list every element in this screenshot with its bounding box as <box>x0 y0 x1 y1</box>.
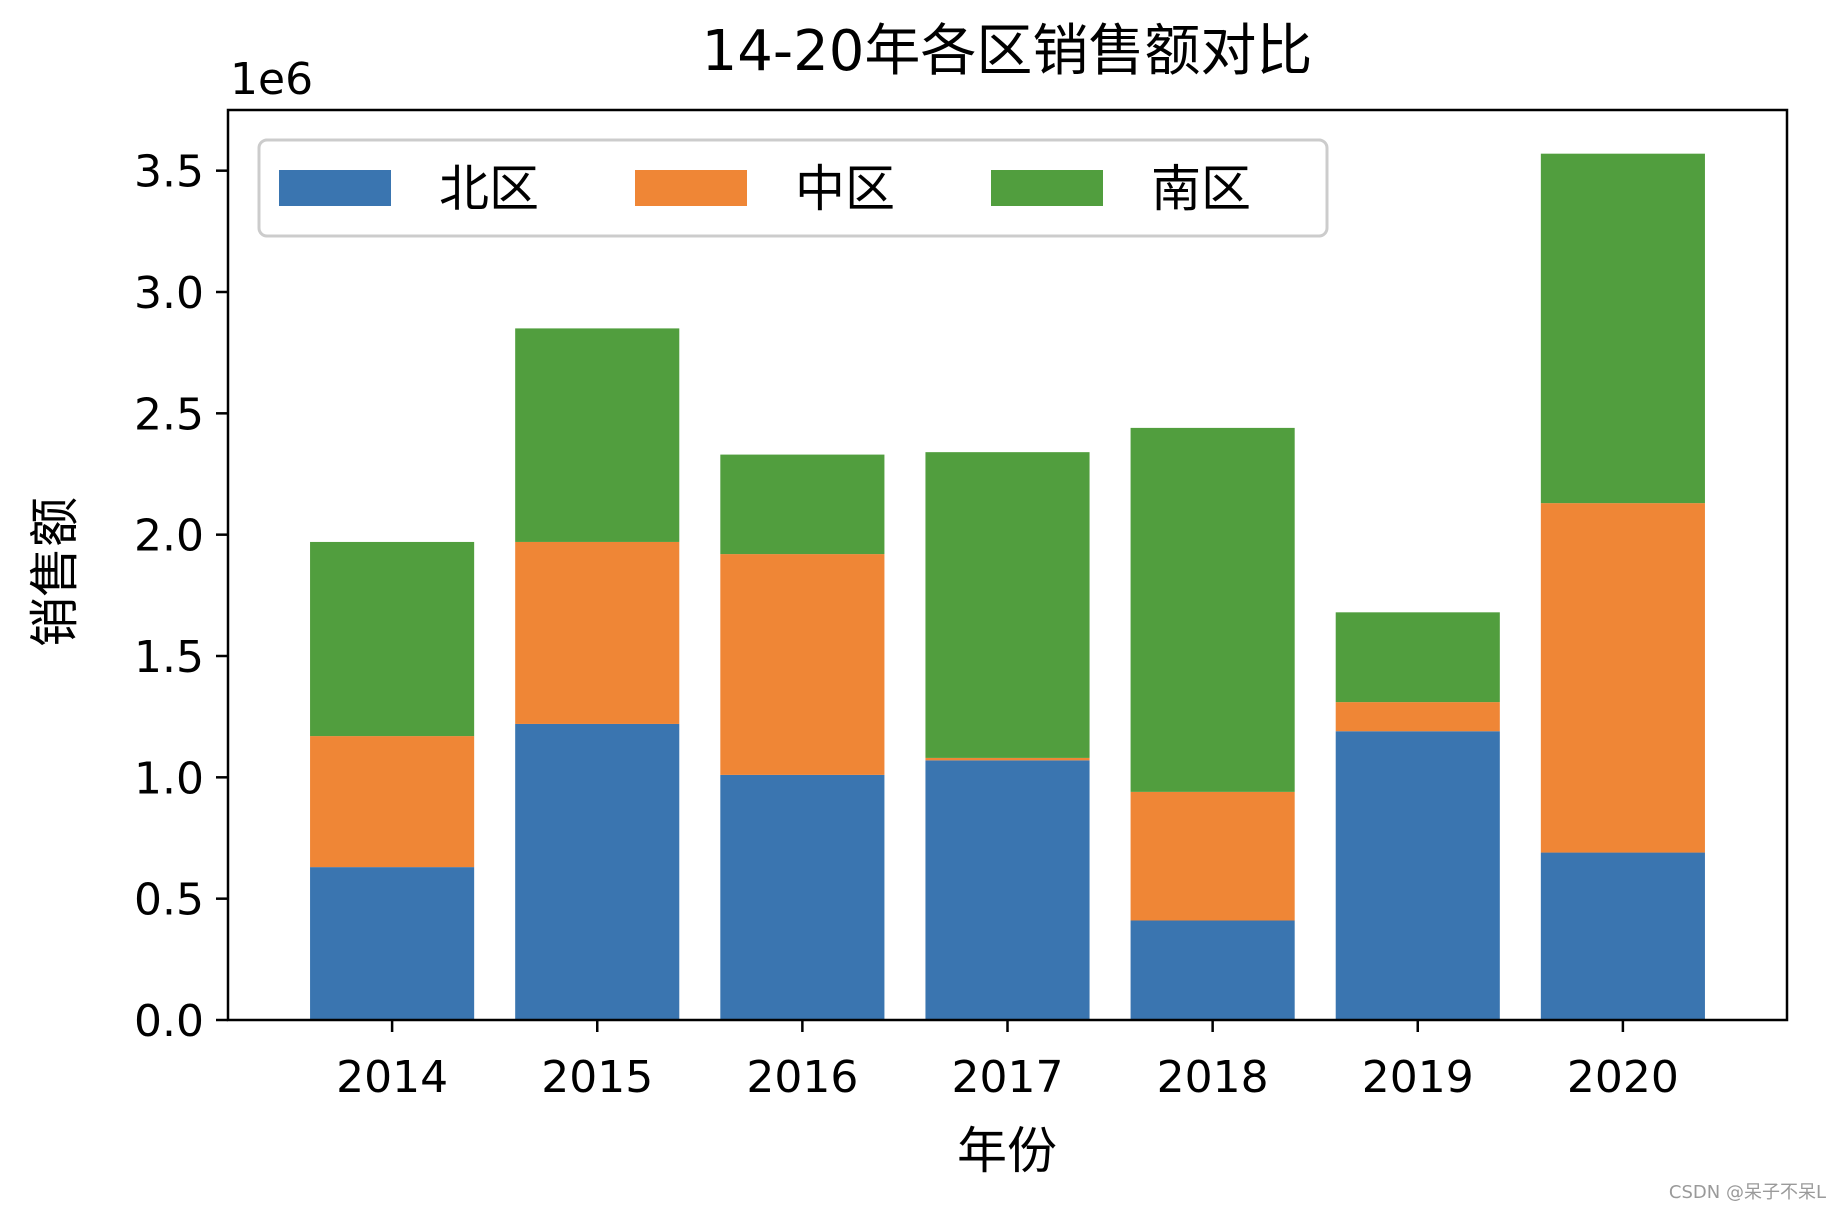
y-tick-label: 3.5 <box>134 147 204 198</box>
bar-2018-series-1 <box>1130 791 1295 921</box>
x-tick-label-2019: 2019 <box>1362 1052 1474 1103</box>
bar-2016-series-2 <box>720 454 885 555</box>
watermark: CSDN @呆子不呆L <box>1668 1182 1826 1203</box>
legend-label-1: 中区 <box>795 160 895 218</box>
bar-2019-series-0 <box>1335 731 1500 1020</box>
legend-swatch-0 <box>279 170 391 206</box>
x-tick-label-2020: 2020 <box>1567 1052 1679 1103</box>
y-tick-label: 2.5 <box>134 389 204 440</box>
y-axis-label: 销售额 <box>26 497 84 647</box>
bar-2020-series-0 <box>1540 852 1705 1020</box>
x-tick-label-2014: 2014 <box>336 1052 448 1103</box>
y-axis-offset-label: 1e6 <box>230 54 313 105</box>
legend: 北区 中区 南区 <box>257 138 1329 238</box>
x-tick-label-2018: 2018 <box>1157 1052 1269 1103</box>
bar-2020-series-2 <box>1540 153 1705 504</box>
bar-2018-series-0 <box>1130 920 1295 1020</box>
bar-2015-series-1 <box>515 541 680 724</box>
y-tick-label: 3.0 <box>134 268 204 319</box>
bar-2018-series-2 <box>1130 427 1295 792</box>
y-tick-label: 0.0 <box>134 996 204 1047</box>
bar-2014-series-0 <box>310 867 475 1020</box>
bar-2017-series-1 <box>925 757 1090 761</box>
y-tick-label: 1.5 <box>134 632 204 683</box>
chart-title: 14-20年各区销售额对比 <box>702 19 1313 84</box>
bar-2017-series-2 <box>925 452 1090 758</box>
legend-label-0: 北区 <box>439 160 539 218</box>
x-tick-label-2017: 2017 <box>952 1052 1064 1103</box>
bar-2019-series-2 <box>1335 612 1500 703</box>
bar-2016-series-1 <box>720 554 885 775</box>
bar-2014-series-1 <box>310 736 475 868</box>
x-axis-label: 年份 <box>957 1122 1057 1180</box>
bar-2019-series-1 <box>1335 702 1500 732</box>
bar-2016-series-0 <box>720 774 885 1020</box>
plot-area: 0.0 0.5 1.0 1.5 2.0 2.5 3.0 3.5 2014 2015 2016 2017… <box>134 108 1789 1103</box>
bar-2014-series-2 <box>310 541 475 737</box>
x-tick-label-2016: 2016 <box>746 1052 858 1103</box>
x-tick-label-2015: 2015 <box>541 1052 653 1103</box>
y-tick-label: 2.0 <box>134 511 204 562</box>
bar-2015-series-0 <box>515 723 680 1020</box>
legend-swatch-2 <box>991 170 1103 206</box>
y-tick-label: 0.5 <box>134 875 204 926</box>
bar-2015-series-2 <box>515 328 680 542</box>
legend-swatch-1 <box>635 170 747 206</box>
bar-2020-series-1 <box>1540 503 1705 853</box>
y-tick-label: 1.0 <box>134 753 204 804</box>
legend-label-2: 南区 <box>1151 160 1251 218</box>
bar-2017-series-0 <box>925 760 1090 1020</box>
legend-box <box>257 138 1329 238</box>
